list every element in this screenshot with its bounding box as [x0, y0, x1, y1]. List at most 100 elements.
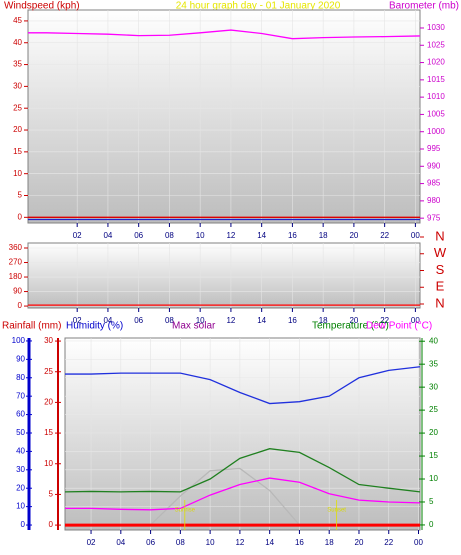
x-tick-label: 02 [73, 316, 82, 325]
x-tick-label: 08 [165, 231, 174, 240]
x-tick-label: 00 [411, 316, 420, 325]
y-tick-label: W [434, 245, 447, 260]
x-tick-label: 22 [380, 316, 389, 325]
y-tick-label: 5 [18, 191, 23, 200]
x-tick-label: 20 [349, 231, 358, 240]
axis-title: Rainfall (mm) [2, 321, 61, 332]
y-tick-label: 90 [16, 354, 25, 363]
axis-title: Barometer (mb) [389, 1, 459, 12]
series-line [65, 477, 421, 511]
y-tick-label: 0 [49, 520, 54, 529]
y-tick-label: 50 [16, 428, 25, 437]
y-tick-label: 0 [18, 212, 23, 221]
series-line [28, 29, 421, 40]
x-tick-label: 14 [257, 316, 266, 325]
y-tick-label: 1025 [427, 40, 445, 49]
y-tick-label: 20 [44, 398, 53, 407]
x-tick-label: 00 [411, 231, 420, 240]
y-tick-label: 25 [44, 367, 53, 376]
y-tick-label: 15 [13, 147, 22, 156]
plot-background [27, 242, 421, 309]
x-tick-label: 22 [384, 538, 393, 547]
x-tick-label: 06 [134, 316, 143, 325]
x-tick-label: 18 [319, 231, 328, 240]
y-tick-label: 0 [18, 301, 23, 310]
y-tick-label: 985 [427, 179, 441, 188]
x-tick-label: 16 [288, 231, 297, 240]
y-tick-label: 10 [44, 459, 53, 468]
y-tick-label: 0 [21, 520, 26, 529]
y-tick-label: 80 [16, 373, 25, 382]
series-name: Max solar [172, 321, 216, 332]
y-tick-label: N [435, 295, 444, 310]
annotation: Sunrise [175, 508, 196, 514]
y-tick-label: 1030 [427, 23, 445, 32]
y-tick-label: 1000 [427, 127, 445, 136]
y-tick-label: 270 [9, 258, 23, 267]
y-tick-label: 25 [429, 405, 438, 414]
y-tick-label: 30 [44, 336, 53, 345]
y-tick-label: 40 [429, 336, 438, 345]
y-tick-label: 30 [429, 382, 438, 391]
y-tick-label: 995 [427, 144, 441, 153]
y-tick-label: 20 [16, 483, 25, 492]
y-tick-label: 5 [49, 490, 54, 499]
y-tick-label: 30 [16, 465, 25, 474]
y-tick-label: 0 [429, 520, 434, 529]
annotation: Sunset [327, 508, 346, 514]
x-tick-label: 14 [257, 231, 266, 240]
y-tick-label: 10 [429, 474, 438, 483]
x-tick-label: 08 [176, 538, 185, 547]
y-tick-label: 15 [429, 451, 438, 460]
y-tick-label: 40 [13, 38, 22, 47]
series-name: Dew Point (°C) [366, 321, 432, 332]
x-tick-label: 12 [226, 316, 235, 325]
y-tick-label: 1020 [427, 58, 445, 67]
y-tick-label: 980 [427, 196, 441, 205]
y-tick-label: 45 [13, 16, 22, 25]
x-tick-label: 06 [146, 538, 155, 547]
x-tick-label: 04 [103, 231, 112, 240]
y-tick-label: 60 [16, 410, 25, 419]
x-tick-label: 12 [235, 538, 244, 547]
y-tick-label: 10 [16, 502, 25, 511]
x-tick-label: 02 [87, 538, 96, 547]
x-tick-label: 06 [134, 231, 143, 240]
x-tick-label: 02 [73, 231, 82, 240]
y-tick-label: 1015 [427, 75, 445, 84]
y-tick-label: E [436, 279, 445, 294]
y-tick-label: 90 [13, 287, 22, 296]
plot-background [27, 9, 421, 224]
y-tick-label: 15 [44, 428, 53, 437]
plot-background [64, 337, 421, 531]
x-tick-label: 16 [295, 538, 304, 547]
x-tick-label: 16 [288, 316, 297, 325]
x-tick-label: 10 [206, 538, 215, 547]
y-tick-label: 1005 [427, 110, 445, 119]
y-tick-label: 35 [429, 359, 438, 368]
series-line [64, 448, 421, 493]
x-tick-label: 22 [380, 231, 389, 240]
y-tick-label: 30 [13, 81, 22, 90]
x-tick-label: 14 [265, 538, 274, 547]
y-tick-label: 5 [429, 497, 434, 506]
y-tick-label: 180 [9, 272, 23, 281]
y-tick-label: 10 [13, 169, 22, 178]
y-tick-label: S [436, 262, 445, 277]
y-tick-label: 35 [13, 60, 22, 69]
x-tick-label: 20 [355, 538, 364, 547]
y-tick-label: 100 [12, 336, 26, 345]
x-tick-label: 00 [414, 538, 423, 547]
y-tick-label: 20 [429, 428, 438, 437]
x-tick-label: 10 [196, 231, 205, 240]
axis-title: Windspeed (kph) [4, 1, 80, 12]
axis-title: Temperature (°C) [312, 321, 389, 332]
x-tick-label: 04 [103, 316, 112, 325]
y-tick-label: 360 [9, 243, 23, 252]
axis-title: Humidity (%) [66, 321, 123, 332]
chart-title: 24 hour graph day - 01 January 2020 [176, 1, 341, 12]
y-tick-label: 990 [427, 161, 441, 170]
y-tick-label: 25 [13, 103, 22, 112]
y-tick-label: 70 [16, 391, 25, 400]
